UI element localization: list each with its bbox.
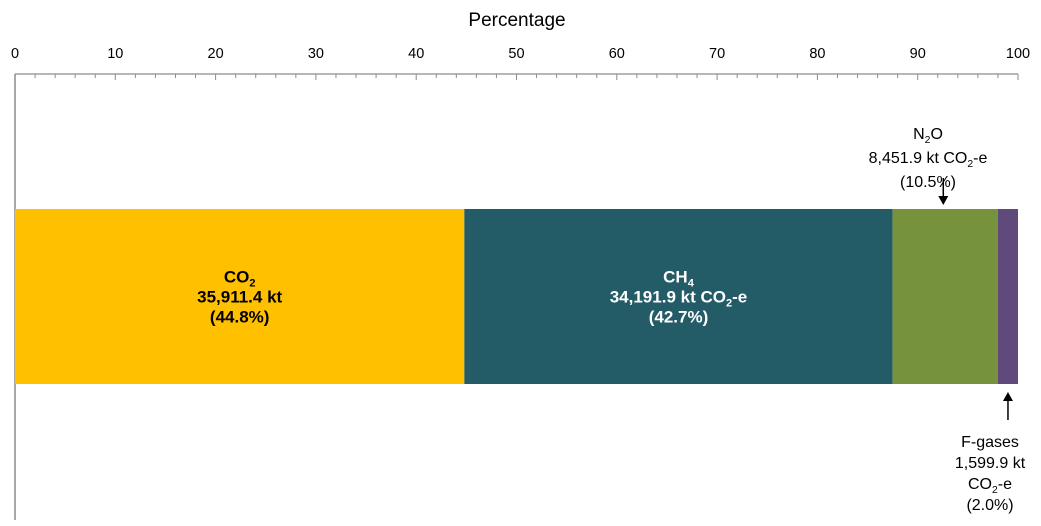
- x-tick-label: 50: [508, 46, 524, 62]
- annotation-arrowhead-n2o: [938, 196, 949, 205]
- bar-segments: [15, 209, 1018, 384]
- x-tick-label: 60: [609, 46, 625, 62]
- x-tick-label: 30: [308, 46, 324, 62]
- x-tick-label: 90: [910, 46, 926, 62]
- x-tick-label: 10: [107, 46, 123, 62]
- x-tick-label: 100: [1006, 46, 1030, 62]
- segment-label-ch4: 34,191.9 kt CO2-e: [610, 288, 748, 310]
- segment-label-ch4: CH4: [663, 268, 695, 290]
- x-axis-title: Percentage: [468, 10, 565, 31]
- x-tick-label: 0: [11, 46, 19, 62]
- annotation-label-f-gases: (2.0%): [966, 497, 1013, 514]
- annotation-label-f-gases: 1,599.9 kt: [955, 455, 1026, 472]
- x-tick-label: 70: [709, 46, 725, 62]
- x-tick-label: 20: [208, 46, 224, 62]
- annotation-label-n2o: N2O: [913, 126, 943, 146]
- segment-label-co2: (44.8%): [210, 308, 270, 327]
- bar-segment-f-gases: [997, 209, 1018, 384]
- segment-label-co2: CO2: [224, 268, 256, 290]
- x-tick-label: 40: [408, 46, 424, 62]
- annotation-label-f-gases: F-gases: [961, 434, 1019, 451]
- annotation-label-n2o: 8,451.9 kt CO2-e: [869, 150, 988, 170]
- segment-label-ch4: (42.7%): [649, 308, 709, 327]
- annotation-arrowhead-f-gases: [1002, 392, 1013, 401]
- segment-label-co2: 35,911.4 kt: [197, 288, 282, 307]
- x-axis: 0 10 20 30 40 50 60 70 80 90 100: [11, 46, 1030, 520]
- annotation-label-f-gases: CO2-e: [968, 476, 1012, 496]
- callout-annotations: N2O 8,451.9 kt CO2-e (10.5%) F-gases 1,599.9…: [869, 126, 1026, 514]
- bar-segment-ch4: [464, 209, 893, 384]
- annotation-label-n2o: (10.5%): [900, 174, 956, 191]
- bar-segment-co2: [15, 209, 465, 384]
- bar-segment-n2o: [892, 209, 998, 384]
- x-tick-label: 80: [809, 46, 825, 62]
